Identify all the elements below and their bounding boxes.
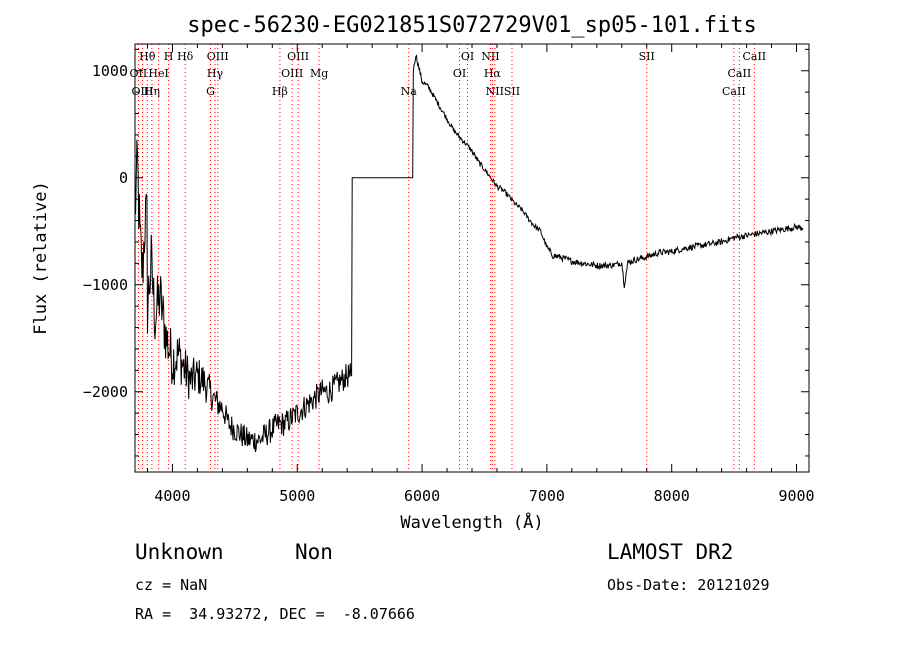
x-tick-label: 4000 — [154, 487, 190, 505]
line-marker-label: OI — [453, 67, 466, 80]
x-tick-label: 9000 — [778, 487, 814, 505]
line-marker-label: OIII — [131, 85, 153, 98]
y-tick-label: 1000 — [92, 62, 128, 80]
line-marker-label: Hδ — [177, 50, 194, 63]
obs-date-label: Obs-Date: 20121029 — [607, 576, 770, 594]
x-tick-label: 7000 — [529, 487, 565, 505]
x-tick-label: 5000 — [279, 487, 315, 505]
y-axis-label: Flux (relative) — [31, 181, 51, 335]
plot-frame — [134, 43, 810, 473]
line-marker-label: Hβ — [272, 85, 288, 98]
line-marker-label: Hα — [484, 67, 502, 80]
spectrum-series — [134, 54, 804, 453]
line-marker-label: SII — [639, 50, 655, 63]
line-marker-label: Hγ — [207, 67, 224, 80]
emission-line-labels: HθOIIOIIIHHeIHηHδHγGOIIIOIIIHβOIIIMgNaOI… — [130, 50, 767, 98]
line-marker-label: H — [164, 50, 174, 63]
line-marker-label: Hη — [144, 85, 160, 98]
x-axis: 4000 5000 6000 7000 8000 9000 — [146, 44, 815, 505]
y-tick-label: −1000 — [83, 276, 128, 294]
chart-title: spec-56230-EG021851S072729V01_sp05-101.f… — [187, 13, 757, 38]
x-tick-label: 6000 — [404, 487, 440, 505]
line-marker-label: OI — [461, 50, 474, 63]
line-marker-label: Na — [401, 85, 418, 98]
coordinates-label: RA = 34.93272, DEC = -8.07666 — [135, 605, 415, 623]
survey-label: LAMOST DR2 — [607, 540, 734, 564]
line-marker-label: CaII — [722, 85, 746, 98]
y-tick-label: 0 — [119, 169, 128, 187]
spectrum-line — [134, 54, 804, 453]
emission-line-markers — [137, 44, 755, 472]
y-tick-label: −2000 — [83, 383, 128, 401]
line-marker-label: OIII — [287, 50, 309, 63]
line-marker-label: OII — [130, 67, 148, 80]
subclass-label: Non — [295, 540, 333, 564]
line-marker-label: HeI — [148, 67, 168, 80]
line-marker-label: NII — [486, 85, 504, 98]
line-marker-label: OIII — [281, 67, 303, 80]
line-marker-label: CaII — [728, 67, 752, 80]
y-axis: 1000 0 −1000 −2000 — [83, 48, 809, 457]
redshift-label: cz = NaN — [135, 576, 208, 594]
line-marker-label: G — [206, 85, 215, 98]
line-marker-label: NII — [481, 50, 499, 63]
line-marker-label: CaII — [742, 50, 766, 63]
x-axis-label: Wavelength (Å) — [400, 511, 543, 533]
line-marker-label: SII — [504, 85, 520, 98]
line-marker-label: OIII — [207, 50, 229, 63]
line-marker-label: Hθ — [139, 50, 156, 63]
line-marker-label: Mg — [310, 67, 328, 80]
classification-label: Unknown — [135, 540, 224, 564]
x-tick-label: 8000 — [654, 487, 690, 505]
